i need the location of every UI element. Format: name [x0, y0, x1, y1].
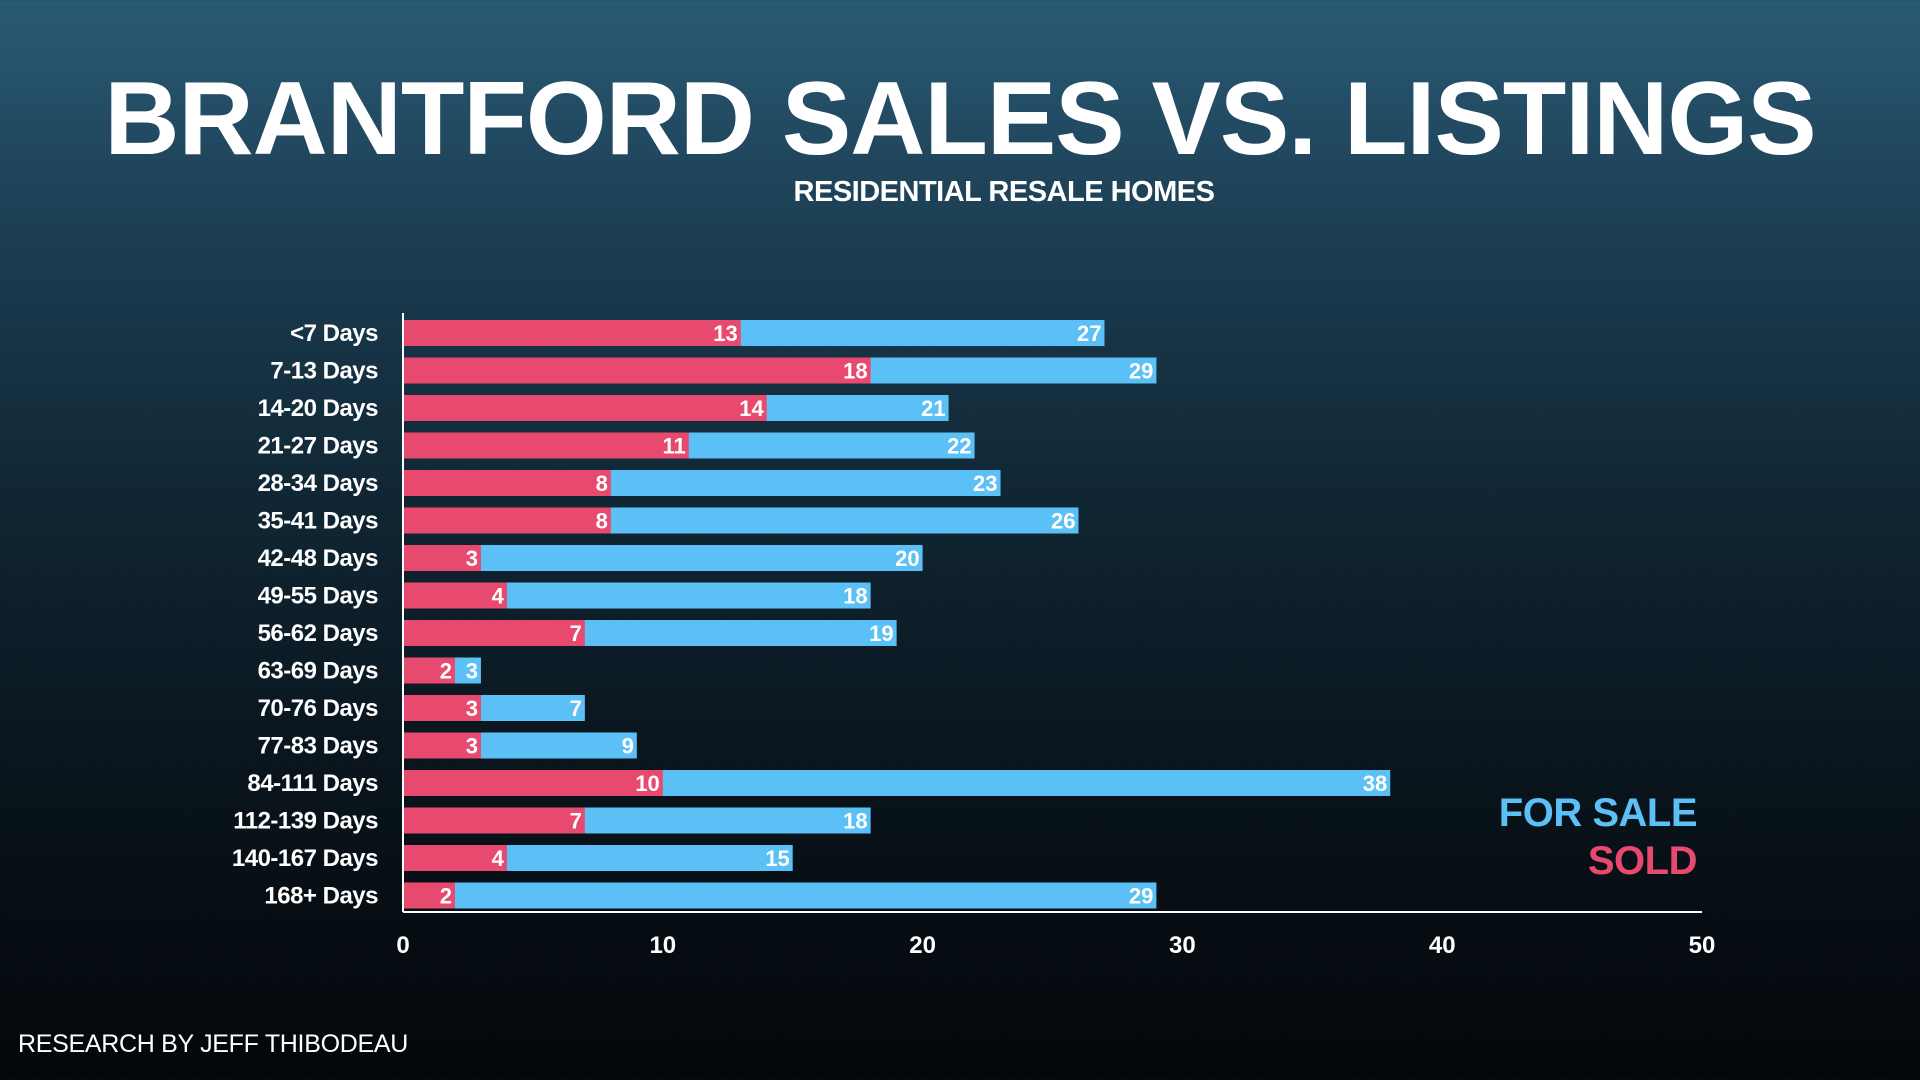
- chart-title: BRANTFORD SALES VS. LISTINGS: [104, 61, 1816, 177]
- category-label: 35-41 Days: [258, 508, 379, 535]
- for-sale-value-label: 26: [1051, 509, 1075, 534]
- category-label: 112-139 Days: [233, 808, 378, 835]
- category-label: 63-69 Days: [258, 658, 379, 685]
- category-label: 42-48 Days: [258, 545, 379, 572]
- sold-bar: [403, 882, 455, 909]
- sold-value-label: 11: [663, 434, 686, 459]
- for-sale-value-label: 19: [869, 621, 893, 646]
- sold-value-label: 3: [466, 546, 478, 571]
- for-sale-value-label: 27: [1077, 321, 1101, 346]
- sold-bar: [403, 582, 507, 609]
- for-sale-value-label: 20: [895, 546, 919, 571]
- sold-bar: [403, 845, 507, 871]
- category-label: 84-111 Days: [247, 770, 378, 797]
- for-sale-value-label: 29: [1129, 884, 1153, 909]
- category-label: 70-76 Days: [258, 695, 379, 722]
- for-sale-value-label: 21: [921, 396, 945, 421]
- sold-value-label: 2: [440, 659, 452, 684]
- x-tick-label: 40: [1429, 932, 1456, 959]
- chart-subtitle: RESIDENTIAL RESALE HOMES: [793, 176, 1215, 208]
- x-tick-label: 30: [1169, 932, 1196, 959]
- sold-value-label: 8: [596, 509, 608, 534]
- for-sale-value-label: 23: [973, 471, 997, 496]
- category-label: 21-27 Days: [258, 433, 379, 460]
- for-sale-value-label: 22: [947, 434, 971, 459]
- sold-value-label: 8: [596, 471, 608, 496]
- sold-value-label: 3: [466, 696, 478, 721]
- sold-value-label: 10: [635, 771, 659, 796]
- x-tick-label: 50: [1689, 932, 1716, 959]
- sold-bar: [403, 432, 689, 459]
- legend-sold: SOLD: [1588, 839, 1697, 883]
- sold-value-label: 7: [570, 621, 582, 646]
- sold-bar: [403, 320, 741, 346]
- category-label: 28-34 Days: [258, 470, 379, 497]
- for-sale-value-label: 38: [1363, 771, 1387, 796]
- sold-bar: [403, 470, 611, 496]
- sold-value-label: 18: [843, 359, 867, 384]
- for-sale-value-label: 18: [843, 809, 867, 834]
- category-label: 140-167 Days: [232, 845, 378, 872]
- sold-bar: [403, 507, 611, 534]
- category-label: <7 Days: [290, 320, 378, 347]
- category-label: 49-55 Days: [258, 583, 379, 610]
- x-tick-label: 0: [396, 932, 409, 959]
- sold-bar: [403, 620, 585, 646]
- x-tick-label: 20: [909, 932, 936, 959]
- sold-bar: [403, 807, 585, 834]
- for-sale-bar: [403, 882, 1157, 909]
- sold-value-label: 13: [713, 321, 737, 346]
- for-sale-bar: [403, 545, 923, 571]
- legend-for-sale: FOR SALE: [1499, 791, 1697, 835]
- for-sale-value-label: 15: [765, 846, 789, 871]
- for-sale-value-label: 9: [622, 734, 634, 759]
- bars-layer: [403, 320, 1391, 909]
- sold-value-label: 2: [440, 884, 452, 909]
- category-label: 77-83 Days: [258, 733, 379, 760]
- sold-value-label: 3: [466, 734, 478, 759]
- sold-bar: [403, 357, 871, 384]
- for-sale-value-label: 3: [466, 659, 478, 684]
- sold-bar: [403, 770, 663, 796]
- sold-bar: [403, 732, 481, 759]
- sold-value-label: 4: [492, 584, 505, 609]
- sold-bar: [403, 657, 455, 684]
- axis-layer: 0 10 20 30 40 50: [396, 313, 1715, 959]
- sold-value-label: 14: [739, 396, 764, 421]
- sold-value-label: 7: [570, 809, 582, 834]
- sold-bar: [403, 395, 767, 421]
- category-label: 168+ Days: [264, 883, 378, 910]
- sold-bar: [403, 545, 481, 571]
- category-label: 7-13 Days: [270, 358, 378, 385]
- sold-value-label: 4: [492, 846, 505, 871]
- sold-bar: [403, 695, 481, 721]
- for-sale-value-label: 7: [570, 696, 582, 721]
- for-sale-value-label: 29: [1129, 359, 1153, 384]
- x-tick-label: 10: [649, 932, 676, 959]
- category-label: 14-20 Days: [258, 395, 379, 422]
- category-label: 56-62 Days: [258, 620, 379, 647]
- for-sale-value-label: 18: [843, 584, 867, 609]
- research-credit: RESEARCH BY JEFF THIBODEAU: [18, 1030, 408, 1058]
